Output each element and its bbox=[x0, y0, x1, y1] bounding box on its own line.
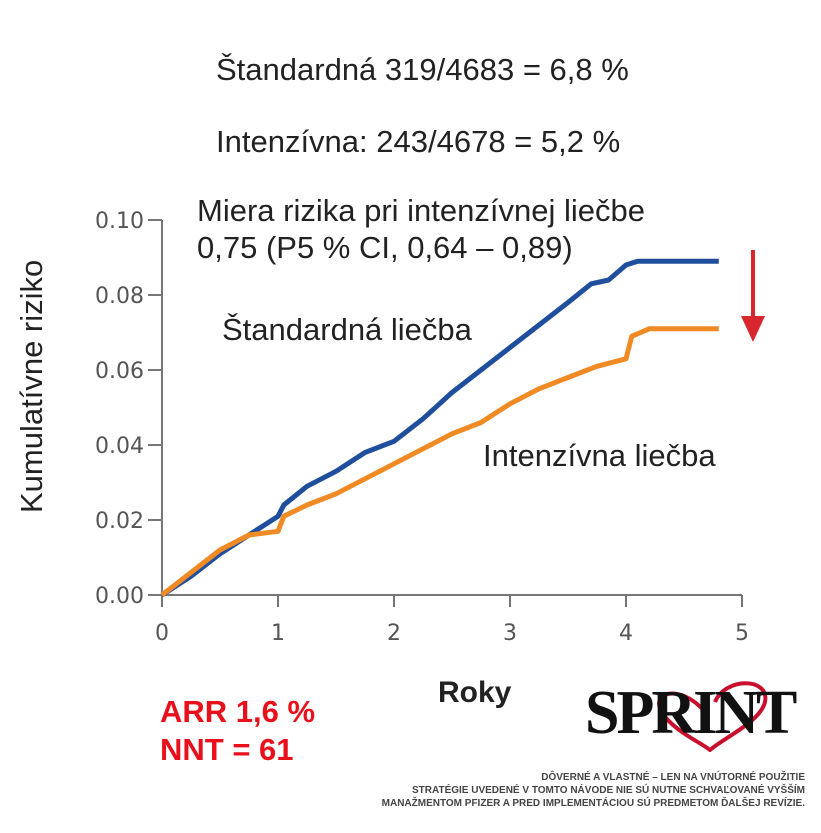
y-tick-label: 0.04 bbox=[95, 434, 144, 459]
x-tick-label: 4 bbox=[619, 621, 633, 646]
x-tick-label: 1 bbox=[271, 621, 285, 646]
footer-line1: DÔVERNÉ A VLASTNÉ – LEN NA VNÚTORNÉ POUŽ… bbox=[541, 772, 805, 783]
logo-text: SPRINT bbox=[585, 679, 797, 747]
y-tick-label: 0.00 bbox=[95, 584, 144, 609]
intensive-summary: Intenzívna: 243/4678 = 5,2 % bbox=[216, 124, 621, 159]
intensive-series-line bbox=[160, 326, 719, 597]
x-tick-label: 3 bbox=[503, 621, 517, 646]
label-intensive: Intenzívna liečba bbox=[483, 438, 716, 473]
footer-line2: STRATÉGIE UVEDENÉ V TOMTO NÁVODE NIE SÚ … bbox=[411, 785, 805, 796]
heart-icon bbox=[657, 681, 768, 752]
sprint-logo: SPRINT bbox=[585, 672, 810, 752]
down-arrow-head-icon bbox=[741, 316, 765, 342]
hazard-ratio-line2: 0,75 (P5 % CI, 0,64 – 0,89) bbox=[197, 230, 573, 265]
y-tick-label: 0.02 bbox=[95, 509, 144, 534]
standard-summary: Štandardná 319/4683 = 6,8 % bbox=[216, 52, 629, 87]
x-tick-label: 0 bbox=[155, 621, 169, 646]
y-tick-label: 0.06 bbox=[95, 359, 144, 384]
standard-series-line bbox=[160, 258, 719, 598]
nnt-value: NNT = 61 bbox=[160, 732, 294, 767]
label-standard: Štandardná liečba bbox=[222, 312, 472, 347]
x-tick-label: 2 bbox=[387, 621, 401, 646]
x-axis-label: Roky bbox=[438, 676, 512, 709]
x-tick-label: 5 bbox=[735, 621, 749, 646]
arr-value: ARR 1,6 % bbox=[160, 694, 316, 729]
hazard-ratio-line1: Miera rizika pri intenzívnej liečbe bbox=[197, 193, 645, 228]
y-tick-label: 0.10 bbox=[95, 209, 144, 234]
y-tick-label: 0.08 bbox=[95, 284, 144, 309]
footer-line3: MANAŽMENTOM PFIZER A PRED IMPLEMENTÁCIOU… bbox=[381, 798, 805, 809]
